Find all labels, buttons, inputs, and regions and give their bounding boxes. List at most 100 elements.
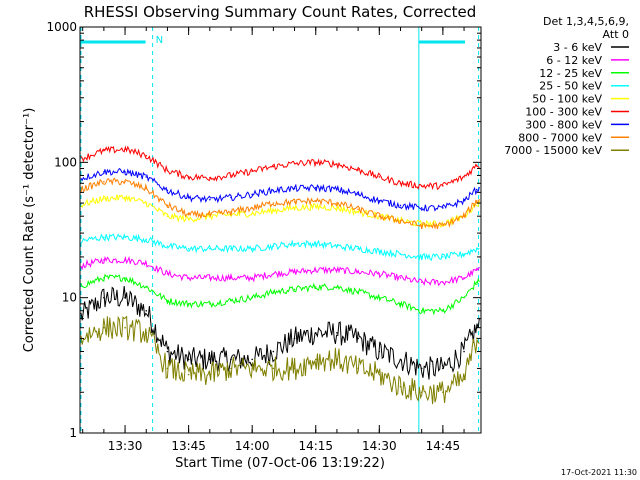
data-point [293, 337, 296, 340]
series-line-0 [80, 286, 480, 380]
data-point [272, 245, 275, 248]
data-point [272, 350, 275, 353]
data-point [420, 223, 423, 225]
data-point [230, 247, 232, 250]
data-point [314, 205, 317, 208]
data-point [251, 358, 253, 361]
data-point [209, 198, 211, 201]
data-point [209, 277, 211, 279]
data-point [442, 256, 444, 258]
y-tick-label: 100 [54, 155, 77, 169]
data-point [145, 238, 148, 241]
data-point [166, 189, 169, 192]
data-point [187, 247, 190, 250]
data-point [293, 162, 296, 165]
x-tick-label: 14:45 [426, 439, 461, 453]
data-point [420, 391, 423, 394]
data-point [103, 259, 105, 261]
data-point [463, 253, 465, 255]
data-point [314, 269, 317, 271]
data-point [314, 332, 317, 334]
series-6 [78, 167, 480, 212]
data-point [293, 288, 296, 291]
data-point [251, 170, 253, 172]
series-line-4 [80, 194, 480, 229]
data-point [187, 303, 190, 305]
data-point [230, 174, 232, 177]
y-tick-label: 10 [62, 291, 77, 305]
timestamp: 17-Oct-2021 11:30 [561, 468, 637, 477]
data-point [420, 185, 423, 187]
data-point [230, 358, 232, 361]
plot-frame [79, 26, 482, 434]
data-point [475, 281, 478, 284]
data-point [272, 273, 275, 275]
data-point [420, 367, 423, 370]
legend-label: 100 - 300 keV [525, 106, 602, 119]
data-point [209, 373, 211, 376]
data-point [103, 149, 105, 152]
series-2 [80, 273, 480, 316]
data-point [463, 215, 465, 217]
legend-label: 800 - 7000 keV [518, 131, 602, 144]
legend-label: 300 - 800 keV [525, 118, 602, 131]
data-point [187, 196, 190, 199]
data-point [314, 186, 317, 189]
data-point [78, 178, 80, 180]
data-point [293, 243, 296, 245]
data-point [475, 247, 478, 250]
data-point [230, 299, 232, 302]
data-point [314, 358, 317, 361]
data-point [463, 350, 465, 353]
data-point [314, 286, 317, 288]
data-point [357, 271, 359, 273]
data-point [463, 378, 465, 380]
night-marker: N [156, 35, 163, 46]
data-point [145, 187, 148, 190]
data-point [442, 185, 444, 187]
data-point [272, 291, 275, 293]
legend-label: 3 - 6 keV [553, 41, 602, 54]
data-point [463, 296, 465, 299]
data-point [230, 211, 232, 213]
data-point [442, 391, 444, 394]
data-point [399, 277, 402, 279]
data-point [103, 197, 105, 200]
data-point [124, 236, 126, 238]
data-point [336, 286, 338, 288]
data-point [378, 215, 381, 217]
detector-info-line-1: Det 1,3,4,5,6,9, [543, 15, 629, 28]
data-point [209, 358, 211, 361]
x-tick-label: 14:15 [298, 439, 333, 453]
axis-ticks: 1 10 100 1000 13:30 13:45 14:00 14:15 14:30 14:45 [46, 20, 481, 453]
data-point [124, 180, 126, 183]
data-point [124, 148, 126, 151]
data-point [187, 213, 190, 216]
data-point [103, 326, 105, 329]
detector-info-line-2: Att 0 [603, 28, 629, 41]
data-point [209, 247, 211, 250]
y-axis-label: Corrected Count Rate (s⁻¹ detector⁻¹) [22, 108, 37, 353]
data-point [314, 243, 317, 245]
data-point [357, 367, 359, 370]
data-point [166, 299, 169, 302]
data-point [103, 296, 105, 299]
data-point [293, 187, 296, 190]
data-point [187, 176, 190, 178]
data-point [463, 277, 465, 279]
data-point [336, 358, 338, 361]
data-point [145, 332, 148, 334]
plot-area: N [78, 27, 480, 433]
data-point [378, 350, 381, 353]
data-point [272, 189, 275, 192]
series-5 [80, 145, 480, 191]
legend-label: 25 - 50 keV [539, 80, 602, 93]
data-point [124, 171, 126, 173]
data-point [378, 176, 381, 178]
data-point [145, 176, 148, 178]
data-point [251, 193, 253, 196]
data-point [272, 367, 275, 370]
